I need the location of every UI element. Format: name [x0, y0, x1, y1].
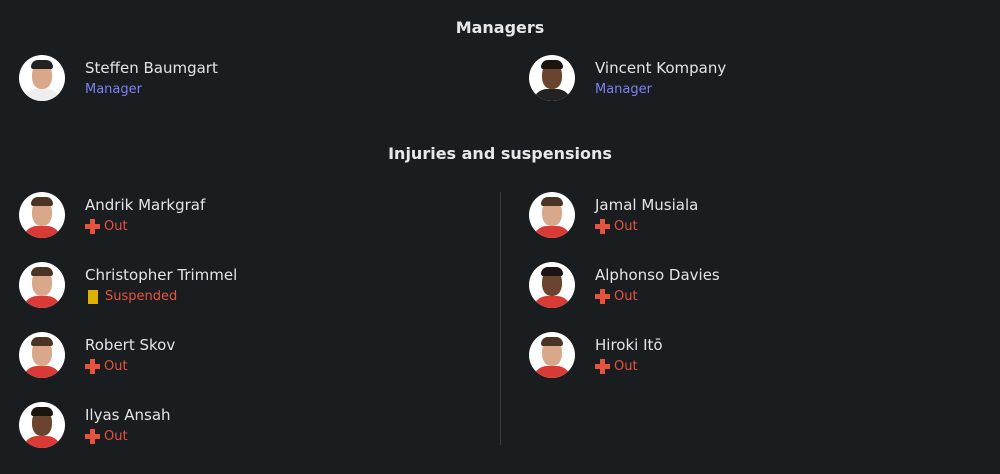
injury-cross-icon — [85, 359, 100, 374]
player-status: Out — [595, 358, 663, 376]
avatar — [19, 262, 65, 308]
person-role: Manager — [595, 81, 652, 97]
managers-title: Managers — [455, 18, 545, 37]
person-name: Andrik Markgraf — [85, 195, 206, 214]
injury-cross-icon — [85, 429, 100, 444]
injury-cross-icon — [595, 289, 610, 304]
status-text: Out — [104, 358, 128, 374]
avatar — [19, 402, 65, 448]
status-text: Out — [614, 218, 638, 234]
status-text: Out — [104, 428, 128, 444]
avatar — [529, 192, 575, 238]
injured-player[interactable]: Christopher Trimmel Suspended — [19, 262, 237, 308]
injury-cross-icon — [85, 219, 100, 234]
person-name: Hiroki Itō — [595, 335, 663, 354]
person-name: Vincent Kompany — [595, 58, 727, 77]
person-role: Manager — [85, 81, 142, 97]
person-name: Robert Skov — [85, 335, 176, 354]
manager-home[interactable]: Steffen Baumgart Manager — [19, 55, 218, 101]
person-name: Jamal Musiala — [595, 195, 699, 214]
injuries-title: Injuries and suspensions — [388, 144, 612, 163]
player-status: Suspended — [85, 288, 237, 306]
avatar — [19, 55, 65, 101]
status-text: Out — [614, 358, 638, 374]
person-name: Steffen Baumgart — [85, 58, 218, 77]
player-status: Out — [595, 288, 720, 306]
avatar — [529, 332, 575, 378]
avatar — [529, 262, 575, 308]
injured-player[interactable]: Alphonso Davies Out — [529, 262, 720, 308]
person-name: Christopher Trimmel — [85, 265, 238, 284]
player-status: Out — [85, 428, 171, 446]
status-text: Out — [614, 288, 638, 304]
player-status: Out — [595, 218, 698, 236]
player-status: Out — [85, 358, 175, 376]
injury-cross-icon — [595, 359, 610, 374]
manager-away[interactable]: Vincent Kompany Manager — [529, 55, 726, 101]
injured-player[interactable]: Hiroki Itō Out — [529, 332, 663, 378]
injury-cross-icon — [595, 219, 610, 234]
yellow-card-icon — [88, 289, 98, 304]
avatar — [19, 332, 65, 378]
status-text: Suspended — [105, 288, 178, 304]
injured-player[interactable]: Ilyas Ansah Out — [19, 402, 171, 448]
column-divider — [500, 192, 501, 445]
status-text: Out — [104, 218, 128, 234]
person-name: Alphonso Davies — [595, 265, 720, 284]
injured-player[interactable]: Robert Skov Out — [19, 332, 175, 378]
avatar — [529, 55, 575, 101]
player-status: Out — [85, 218, 205, 236]
person-name: Ilyas Ansah — [85, 405, 171, 424]
avatar — [19, 192, 65, 238]
injured-player[interactable]: Andrik Markgraf Out — [19, 192, 205, 238]
injured-player[interactable]: Jamal Musiala Out — [529, 192, 698, 238]
